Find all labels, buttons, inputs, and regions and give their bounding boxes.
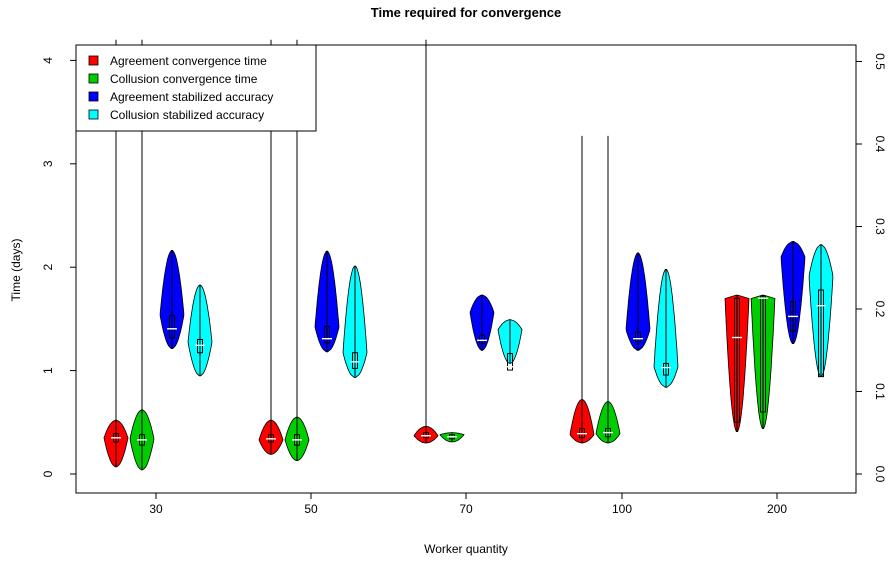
violin-box xyxy=(760,295,766,413)
legend: Agreement convergence time Collusion conv… xyxy=(75,44,317,132)
legend-label: Collusion convergence time xyxy=(110,72,258,86)
legend-label: Agreement convergence time xyxy=(110,54,267,68)
violin-box xyxy=(734,297,740,423)
y-axis-label: Time (days) xyxy=(9,239,23,302)
x-tick-label: 200 xyxy=(767,502,787,516)
legend-box xyxy=(75,44,317,132)
y-tick-label: 4 xyxy=(41,57,55,64)
violin-box xyxy=(169,315,175,339)
y2-tick-label: 0.3 xyxy=(873,218,887,235)
violin-box xyxy=(479,334,485,345)
legend-label: Agreement stabilized accuracy xyxy=(110,90,273,104)
y-tick-label: 1 xyxy=(41,367,55,374)
x-tick-label: 70 xyxy=(459,502,473,516)
x-tick-label: 50 xyxy=(304,502,318,516)
legend-swatch xyxy=(88,73,99,84)
y2-tick-label: 0.0 xyxy=(873,466,887,483)
x-axis-label: Worker quantity xyxy=(424,542,508,556)
y2-tick-label: 0.5 xyxy=(873,53,887,70)
violin-box xyxy=(635,331,641,343)
legend-swatch xyxy=(88,91,99,102)
axes: 30 50 70 100 200 0 1 2 3 4 0.0 0.1 0.2 0.3 0.4 0.5 xyxy=(41,53,887,516)
x-tick-label: 30 xyxy=(149,502,163,516)
legend-label: Collusion stabilized accuracy xyxy=(110,108,264,122)
y2-tick-label: 0.2 xyxy=(873,301,887,318)
violin-box xyxy=(507,353,513,371)
violin-box xyxy=(197,339,203,354)
violin-box xyxy=(324,325,330,344)
y-tick-label: 0 xyxy=(41,470,55,477)
x-tick-label: 100 xyxy=(612,502,632,516)
y2-tick-label: 0.4 xyxy=(873,136,887,153)
y-tick-label: 3 xyxy=(41,160,55,167)
legend-swatch xyxy=(88,109,99,120)
violin-box xyxy=(663,362,669,376)
violin-box xyxy=(352,352,358,369)
violin-box xyxy=(818,289,824,378)
y-tick-label: 2 xyxy=(41,264,55,271)
y2-tick-label: 0.1 xyxy=(873,383,887,400)
violins xyxy=(103,39,834,471)
chart-title: Time required for convergence xyxy=(371,5,562,20)
legend-swatch xyxy=(88,55,99,66)
